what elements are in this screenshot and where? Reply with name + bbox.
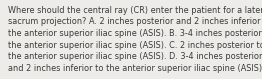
- Text: sacrum projection? A. 2 inches posterior and 2 inches inferior to: sacrum projection? A. 2 inches posterior…: [8, 17, 262, 26]
- Text: and 2 inches inferior to the anterior superior iliac spine (ASIS).: and 2 inches inferior to the anterior su…: [8, 64, 262, 73]
- Text: the anterior superior iliac spine (ASIS). D. 3-4 inches posterior: the anterior superior iliac spine (ASIS)…: [8, 52, 262, 61]
- Text: Where should the central ray (CR) enter the patient for a lateral: Where should the central ray (CR) enter …: [8, 6, 262, 15]
- Text: the anterior superior iliac spine (ASIS). B. 3-4 inches posterior to: the anterior superior iliac spine (ASIS)…: [8, 29, 262, 38]
- Text: the anterior superior iliac spine (ASIS). C. 2 inches posterior to: the anterior superior iliac spine (ASIS)…: [8, 41, 262, 50]
